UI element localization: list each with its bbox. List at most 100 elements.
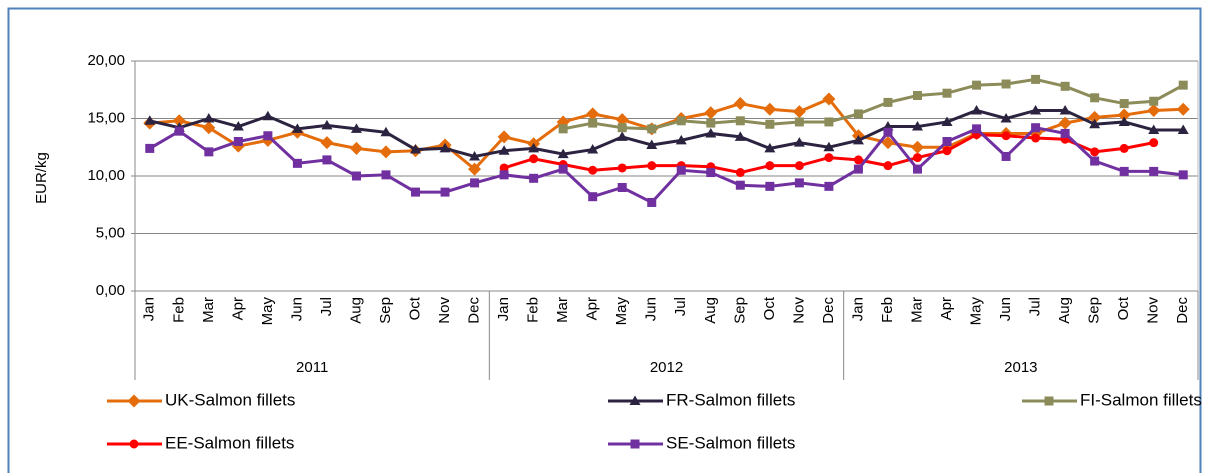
x-tick-label: Dec [1174, 297, 1191, 324]
marker [705, 127, 717, 138]
marker [127, 394, 141, 408]
marker [972, 80, 982, 90]
y-tick-label: 0,00 [96, 282, 125, 299]
legend-label: UK-Salmon fillets [165, 390, 295, 409]
marker [172, 114, 186, 128]
x-tick-label: Mar [200, 297, 217, 323]
marker [1119, 99, 1129, 109]
marker [675, 134, 687, 145]
x-tick-label: Aug [1056, 297, 1073, 324]
marker [322, 155, 332, 165]
legend-label: FR-Salmon fillets [666, 390, 795, 409]
marker [824, 117, 834, 127]
marker [1001, 79, 1011, 89]
x-tick-label: Feb [879, 297, 896, 323]
series-line [149, 108, 1184, 158]
marker [1117, 108, 1131, 122]
marker [203, 113, 215, 123]
marker [617, 163, 627, 173]
marker [1090, 93, 1100, 103]
marker [1090, 147, 1100, 157]
marker [765, 119, 775, 129]
marker [853, 109, 863, 119]
marker [647, 124, 657, 134]
marker [734, 131, 746, 141]
marker [588, 165, 598, 175]
marker [853, 155, 863, 165]
marker [145, 143, 155, 153]
y-tick-label: 20,00 [87, 52, 125, 69]
marker [262, 110, 274, 121]
marker [881, 136, 895, 150]
marker [588, 192, 598, 202]
x-tick-label: Jun [643, 297, 660, 321]
x-tick-label: Jan [849, 297, 866, 321]
marker [1090, 156, 1100, 166]
marker [972, 124, 982, 134]
x-tick-label: Oct [761, 296, 778, 320]
x-tick-label: Sep [731, 297, 748, 324]
x-tick-label: Oct [406, 296, 423, 320]
marker [647, 197, 657, 207]
marker [765, 161, 775, 171]
y-axis-label: EUR/kg [33, 152, 50, 204]
x-tick-label: Nov [790, 297, 807, 324]
year-label: 2011 [296, 359, 328, 376]
x-tick-label: Mar [554, 297, 571, 323]
marker [942, 88, 952, 98]
marker [630, 439, 640, 449]
x-tick-label: Oct [1115, 296, 1132, 320]
marker [912, 164, 922, 174]
marker [263, 131, 273, 141]
marker [557, 148, 569, 159]
x-tick-label: Apr [938, 297, 955, 320]
marker [615, 113, 629, 127]
marker [733, 97, 747, 111]
x-tick-label: May [259, 297, 276, 326]
y-tick-label: 15,00 [87, 109, 125, 126]
marker [1089, 118, 1101, 129]
marker [1088, 110, 1102, 124]
series-line [562, 77, 1184, 131]
x-tick-label: Jun [288, 297, 305, 321]
marker [1148, 124, 1160, 134]
x-tick-label: Jun [997, 297, 1014, 321]
marker [529, 173, 539, 183]
x-tick-label: May [613, 297, 630, 326]
marker [1030, 104, 1042, 115]
marker [852, 134, 864, 145]
marker [202, 121, 216, 135]
marker [883, 127, 893, 137]
y-tick-label: 10,00 [87, 167, 125, 184]
marker [129, 439, 139, 449]
marker [321, 119, 333, 130]
marker [529, 154, 539, 164]
marker [1178, 80, 1188, 90]
legend-label: SE-Salmon fillets [666, 433, 795, 452]
marker [588, 118, 598, 128]
year-label: 2012 [650, 359, 683, 376]
marker [498, 145, 510, 155]
y-tick-label: 5,00 [96, 224, 125, 241]
legend-label: EE-Salmon fillets [165, 433, 294, 452]
x-tick-label: Dec [820, 297, 837, 324]
marker [586, 107, 600, 121]
marker [1149, 96, 1159, 106]
marker [617, 183, 627, 192]
marker [1001, 151, 1011, 161]
marker [1060, 81, 1070, 91]
marker [793, 137, 805, 147]
marker [1044, 396, 1054, 406]
x-tick-label: Jan [495, 297, 512, 321]
x-tick-label: Aug [702, 297, 719, 324]
marker [704, 106, 718, 120]
marker [910, 140, 924, 154]
marker [764, 142, 776, 153]
marker [941, 116, 953, 126]
x-tick-label: May [968, 297, 985, 326]
marker [379, 145, 393, 159]
marker [499, 170, 509, 180]
marker [794, 161, 804, 171]
marker [912, 153, 922, 163]
